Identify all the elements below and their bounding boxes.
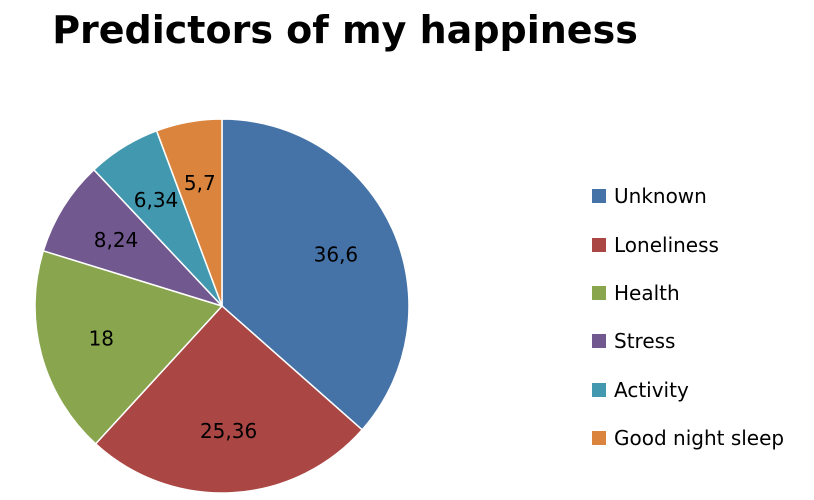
legend-swatch-stress — [592, 334, 606, 349]
chart-title: Predictors of my happiness — [52, 8, 638, 52]
legend-swatch-good-night-sleep — [592, 431, 606, 446]
legend-label-activity: Activity — [614, 377, 689, 402]
legend-swatch-loneliness — [592, 237, 606, 252]
data-label-health: 18 — [89, 327, 114, 351]
data-label-loneliness: 25,36 — [200, 419, 257, 443]
pie-slice-loneliness — [94, 304, 364, 494]
legend-swatch-activity — [592, 382, 606, 397]
legend-item-health: Health — [592, 269, 807, 317]
pie-slice-good-night-sleep — [155, 118, 223, 307]
legend-swatch-health — [592, 285, 606, 300]
pie-slices — [34, 118, 410, 494]
legend-label-good-night-sleep: Good night sleep — [614, 426, 785, 451]
legend-label-loneliness: Loneliness — [614, 232, 719, 257]
legend-item-loneliness: Loneliness — [592, 220, 807, 268]
pie-slice-stress — [42, 168, 225, 308]
legend-swatch-unknown — [592, 189, 606, 204]
pie-data-labels: 36,6 25,36 18 8,24 6,345,7 — [89, 171, 359, 443]
legend-item-unknown: Unknown — [592, 172, 807, 220]
legend-item-good-night-sleep: Good night sleep — [592, 414, 807, 462]
pie-slice-unknown — [221, 118, 410, 431]
legend-label-stress: Stress — [614, 329, 676, 354]
legend-item-stress: Stress — [592, 317, 807, 365]
data-label-stress: 8,24 — [94, 228, 139, 252]
legend-label-health: Health — [614, 280, 680, 305]
legend: Unknown Loneliness Health Stress Activity Goo… — [592, 172, 807, 462]
legend-item-activity: Activity — [592, 366, 807, 414]
data-label-unknown: 36,6 — [314, 243, 359, 267]
data-label-activity: 6,34 — [134, 188, 179, 212]
pie-slice-health — [34, 249, 224, 445]
data-label-good-night-sleep: 5,7 — [184, 171, 216, 195]
legend-label-unknown: Unknown — [614, 184, 707, 209]
